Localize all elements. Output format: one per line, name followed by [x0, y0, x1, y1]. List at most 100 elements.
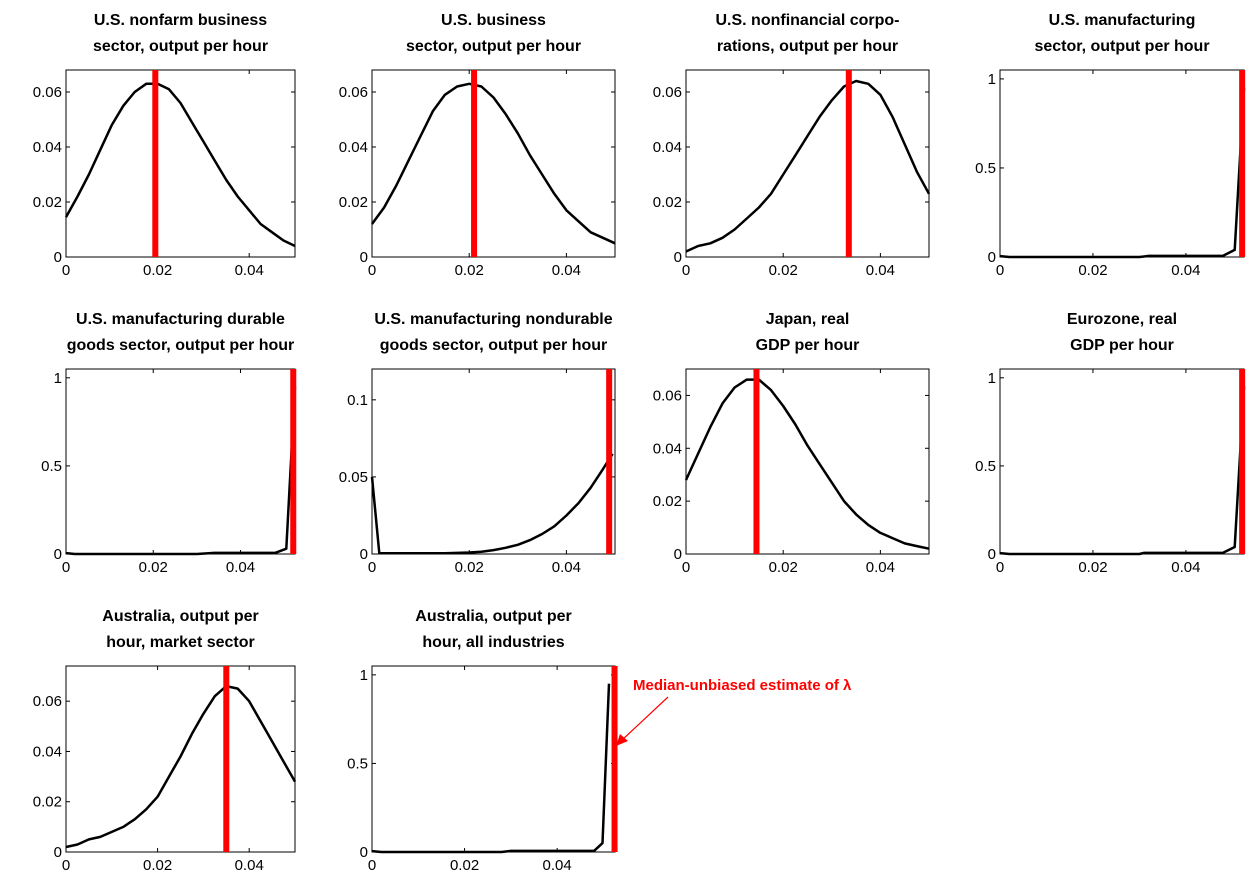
- subplot-title: U.S. manufacturing: [1049, 12, 1196, 29]
- y-tick-label: 0.02: [33, 194, 62, 211]
- annotation-text: Median-unbiased estimate of λ: [633, 677, 852, 694]
- y-tick-label: 0.04: [339, 139, 368, 156]
- subplot-title: U.S. nonfarm business: [94, 12, 267, 29]
- x-tick-label: 0.02: [450, 857, 479, 874]
- x-tick-label: 0: [682, 262, 690, 279]
- y-tick-label: 1: [988, 370, 996, 387]
- x-tick-label: 0.04: [1171, 262, 1200, 279]
- subplot-10: Australia, output per hour, all industrie…: [347, 608, 618, 874]
- density-line: [370, 82, 616, 245]
- density-line: [65, 386, 297, 556]
- x-tick-label: 0: [368, 559, 376, 576]
- subplot-title: U.S. manufacturing durable: [76, 311, 285, 328]
- subplot-title: GDP per hour: [1070, 337, 1174, 354]
- x-tick-label: 0.04: [552, 559, 581, 576]
- x-tick-label: 0: [368, 262, 376, 279]
- y-tick-label: 0.06: [653, 84, 682, 101]
- y-tick-label: 0.06: [653, 387, 682, 404]
- y-tick-label: 0.1: [347, 392, 368, 409]
- y-tick-label: 0.06: [33, 693, 62, 710]
- axes-frame: [999, 368, 1245, 555]
- density-line: [999, 386, 1246, 556]
- y-tick-label: 0.5: [347, 755, 368, 772]
- y-tick-label: 0: [360, 546, 368, 563]
- axes-frame: [685, 368, 930, 555]
- density-line: [370, 453, 614, 555]
- y-tick-label: 0.5: [41, 458, 62, 475]
- subplot-title: hour, market sector: [106, 634, 255, 651]
- y-tick-label: 0.02: [653, 194, 682, 211]
- y-tick-label: 0.02: [339, 194, 368, 211]
- x-tick-label: 0.02: [1078, 559, 1107, 576]
- axes-frame: [371, 665, 616, 853]
- x-tick-label: 0.04: [226, 559, 255, 576]
- density-line: [371, 683, 611, 854]
- x-tick-label: 0.04: [866, 262, 895, 279]
- y-tick-label: 0: [360, 844, 368, 861]
- subplot-title: U.S. business: [441, 12, 546, 29]
- x-tick-label: 0.04: [866, 559, 895, 576]
- y-tick-label: 0: [674, 249, 682, 266]
- y-tick-label: 0.04: [653, 440, 682, 457]
- x-tick-label: 0.04: [543, 857, 572, 874]
- x-tick-label: 0.02: [143, 857, 172, 874]
- density-line: [684, 378, 930, 550]
- subplot-2: U.S. business sector, output per hour 0 0.0…: [339, 12, 616, 279]
- arrow-head: [616, 734, 628, 746]
- y-tick-label: 0.04: [653, 139, 682, 156]
- y-tick-label: 0.06: [33, 84, 62, 101]
- x-tick-label: 0: [996, 559, 1004, 576]
- x-tick-label: 0.02: [455, 559, 484, 576]
- subplot-5: U.S. manufacturing durable goods sector, …: [41, 311, 297, 576]
- subplot-title: Australia, output per: [415, 608, 571, 625]
- y-tick-label: 0: [674, 546, 682, 563]
- subplot-7: Japan, real GDP per hour 0 0.02 0.04 0.06 0 0.0…: [653, 311, 930, 576]
- annotation-arrow: [620, 696, 669, 742]
- subplot-1: U.S. nonfarm business sector, output per …: [33, 12, 296, 279]
- y-tick-label: 0.04: [33, 743, 62, 760]
- y-tick-label: 0.02: [33, 794, 62, 811]
- x-tick-label: 0.02: [1078, 262, 1107, 279]
- x-tick-label: 0.02: [143, 262, 172, 279]
- axes-frame: [371, 69, 616, 258]
- x-tick-label: 0: [62, 857, 70, 874]
- axes-frame: [999, 69, 1245, 258]
- subplot-title: Japan, real: [766, 311, 850, 328]
- y-tick-label: 0.5: [975, 160, 996, 177]
- subplot-title: sector, output per hour: [406, 38, 581, 55]
- y-tick-label: 0: [54, 844, 62, 861]
- density-line: [65, 684, 297, 849]
- axes-frame: [371, 368, 616, 555]
- subplot-title: U.S. nonfinancial corpo-: [715, 12, 899, 29]
- y-tick-label: 1: [54, 370, 62, 387]
- x-tick-label: 0: [62, 559, 70, 576]
- x-tick-label: 0.02: [769, 262, 798, 279]
- x-tick-label: 0.04: [1171, 559, 1200, 576]
- axes-frame: [65, 69, 296, 258]
- x-tick-label: 0.04: [235, 857, 264, 874]
- subplot-title: sector, output per hour: [1034, 38, 1209, 55]
- x-tick-label: 0.04: [552, 262, 581, 279]
- subplot-title: sector, output per hour: [93, 38, 268, 55]
- subplot-6: U.S. manufacturing nondurable goods secto…: [339, 311, 616, 576]
- axes-frame: [65, 368, 296, 555]
- y-tick-label: 0.06: [339, 84, 368, 101]
- x-tick-label: 0: [368, 857, 376, 874]
- x-tick-label: 0.04: [235, 262, 264, 279]
- y-tick-label: 1: [360, 667, 368, 684]
- y-tick-label: 0.5: [975, 458, 996, 475]
- subplot-title: rations, output per hour: [717, 38, 898, 55]
- y-tick-label: 0: [988, 249, 996, 266]
- subplot-title: Australia, output per: [102, 608, 258, 625]
- estimate-annotation: Median-unbiased estimate of λ: [616, 677, 852, 746]
- y-tick-label: 1: [988, 71, 996, 88]
- subplot-title: goods sector, output per hour: [380, 337, 608, 354]
- x-tick-label: 0.02: [769, 559, 798, 576]
- subplot-title: Eurozone, real: [1067, 311, 1177, 328]
- x-tick-label: 0: [996, 262, 1004, 279]
- density-line: [999, 87, 1246, 259]
- density-line: [685, 79, 931, 253]
- y-tick-label: 0: [54, 249, 62, 266]
- subplot-8: Eurozone, real GDP per hour 0 0.5 1 0 0.02 0.04: [975, 311, 1246, 576]
